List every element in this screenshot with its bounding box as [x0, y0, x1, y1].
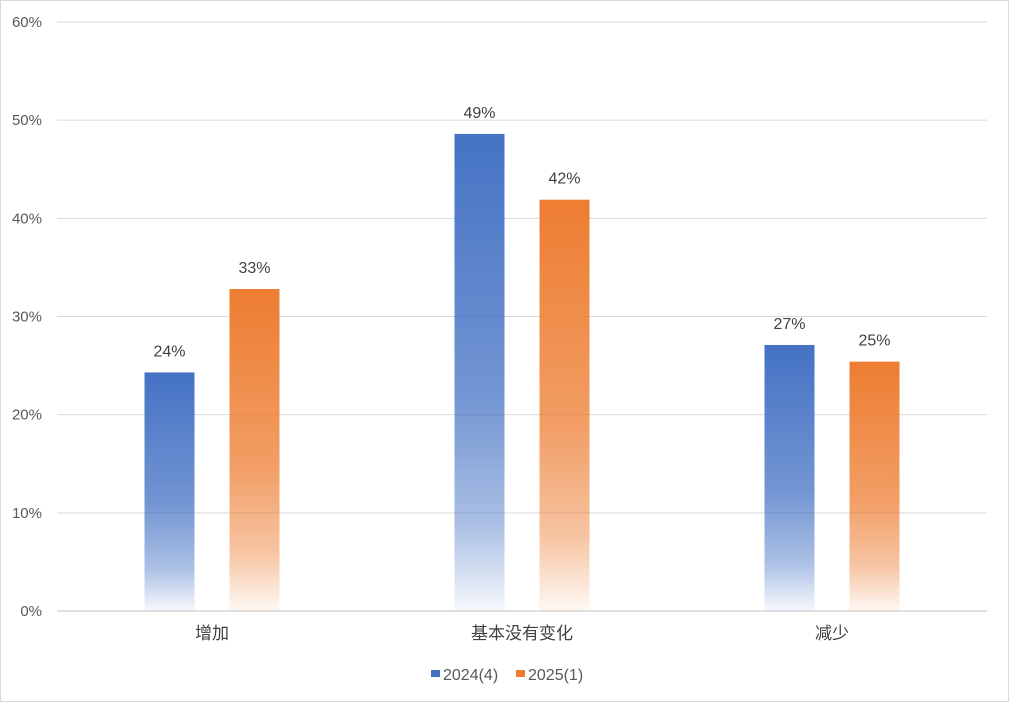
- legend-swatch: [516, 670, 525, 677]
- legend-swatch: [431, 670, 440, 677]
- gridlines: [57, 21, 987, 612]
- bar-series-1: [144, 372, 195, 611]
- y-tick-label: 60%: [12, 14, 42, 31]
- category-label: 减少: [815, 624, 849, 643]
- bar-series-1: [764, 344, 815, 611]
- data-label: 24%: [153, 343, 185, 360]
- x-axis-categories: 增加 基本没有变化 减少: [195, 624, 849, 643]
- data-label: 33%: [238, 260, 270, 277]
- bar-series-2: [849, 361, 900, 611]
- y-tick-label: 10%: [12, 505, 42, 522]
- data-label: 27%: [773, 316, 805, 333]
- y-tick-label: 40%: [12, 210, 42, 227]
- y-axis-ticks: 0% 10% 20% 30% 40% 50% 60%: [12, 14, 42, 620]
- bars: [144, 133, 900, 611]
- legend-label: 2025(1): [528, 667, 583, 684]
- category-label: 基本没有变化: [471, 624, 573, 643]
- data-labels: 24% 33% 49% 42% 27% 25%: [153, 105, 890, 361]
- legend: 2024(4) 2025(1): [431, 667, 583, 684]
- bar-series-2: [229, 289, 280, 611]
- y-tick-label: 0%: [20, 603, 42, 620]
- category-label: 增加: [195, 624, 229, 643]
- bar-series-1: [454, 133, 505, 611]
- data-label: 42%: [548, 171, 580, 188]
- data-label: 25%: [858, 333, 890, 350]
- y-tick-label: 30%: [12, 309, 42, 326]
- bar-series-2: [539, 199, 590, 611]
- y-tick-label: 20%: [12, 407, 42, 424]
- data-label: 49%: [463, 105, 495, 122]
- y-tick-label: 50%: [12, 112, 42, 129]
- legend-label: 2024(4): [443, 667, 498, 684]
